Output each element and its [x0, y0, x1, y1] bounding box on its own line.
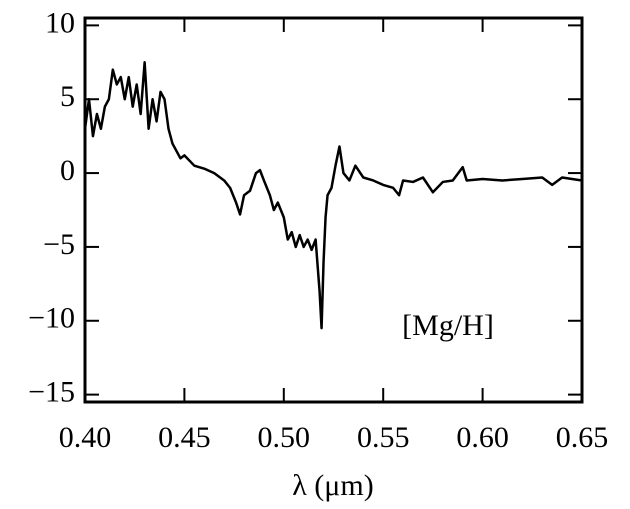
- y-tick-label: 5: [60, 80, 75, 113]
- y-tick-label: −5: [43, 228, 75, 261]
- x-tick-label: 0.50: [258, 421, 311, 454]
- x-tick-label: 0.65: [556, 421, 609, 454]
- x-tick-label: 0.40: [59, 421, 112, 454]
- y-tick-label: 10: [45, 6, 75, 39]
- y-tick-label: −15: [28, 376, 75, 409]
- y-tick-label: −10: [28, 302, 75, 335]
- x-tick-label: 0.55: [357, 421, 410, 454]
- x-axis-title: λ (μm): [292, 469, 373, 502]
- data-line: [83, 61, 583, 330]
- plot-frame: [83, 16, 584, 404]
- y-tick-label: 0: [60, 154, 75, 187]
- x-tick-label: 0.45: [158, 421, 211, 454]
- x-tick-label: 0.60: [456, 421, 509, 454]
- annotation: [Mg/H]: [402, 309, 494, 342]
